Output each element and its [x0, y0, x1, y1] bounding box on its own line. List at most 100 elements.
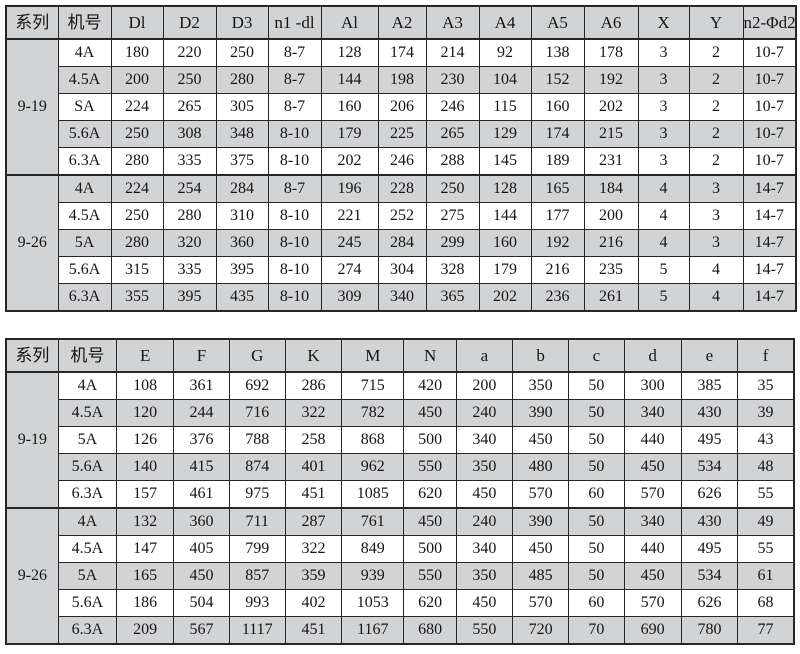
value-cell: 5: [637, 283, 690, 312]
value-cell: 49: [737, 507, 795, 536]
value-cell: 550: [403, 562, 457, 590]
value-cell: 570: [623, 589, 682, 617]
value-cell: 350: [455, 453, 513, 481]
value-cell: 50: [568, 562, 625, 590]
value-cell: 39: [737, 399, 795, 427]
value-cell: 192: [530, 229, 585, 257]
value-cell: 328: [425, 256, 480, 284]
value-cell: 720: [511, 616, 570, 645]
value-cell: 145: [478, 147, 532, 176]
value-cell: 192: [583, 66, 639, 94]
value-cell: 692: [228, 371, 286, 400]
value-cell: 189: [530, 147, 585, 176]
value-cell: 220: [162, 38, 217, 67]
machine-number-cell: 5.6A: [57, 120, 112, 148]
value-cell: 420: [403, 371, 457, 400]
value-cell: 147: [116, 535, 175, 563]
value-cell: 138: [530, 38, 585, 67]
table-row: 5.6A 250 308 348 8-10 179 225 265 129 174 215 3 2 10-…: [6, 120, 797, 148]
table-row: 5A 165 450 857 359 939 550 350 485 50 450 534 61: [6, 562, 795, 590]
value-cell: 435: [215, 283, 269, 312]
value-cell: 761: [341, 507, 405, 536]
value-cell: 450: [455, 480, 513, 509]
machine-number-cell: 5.6A: [57, 256, 112, 284]
series-cell: 9-26: [5, 174, 59, 312]
value-cell: 975: [228, 480, 286, 509]
value-cell: 240: [455, 399, 513, 427]
value-cell: 868: [341, 426, 405, 454]
value-cell: 214: [425, 38, 480, 67]
machine-number-cell: 4.5A: [57, 399, 118, 427]
value-cell: 993: [228, 589, 286, 617]
value-cell: 395: [215, 256, 269, 284]
value-cell: 680: [403, 616, 457, 645]
value-cell: 235: [583, 256, 639, 284]
value-cell: 50: [568, 507, 625, 536]
value-cell: 322: [284, 535, 343, 563]
value-cell: 8-7: [267, 66, 322, 94]
table-row: 6.3A 157 461 975 451 1085 620 450 570 60 570 626 55: [6, 480, 795, 509]
table-row: 4.5A 120 244 716 322 782 450 240 390 50 340 430 39: [6, 399, 795, 427]
value-cell: 284: [215, 174, 269, 203]
value-cell: 50: [568, 535, 625, 563]
value-cell: 340: [455, 426, 513, 454]
machine-number-cell: 4.5A: [57, 202, 112, 230]
value-cell: 178: [583, 38, 639, 67]
table-row: 5.6A 140 415 874 401 962 550 350 480 50 450 534 48: [6, 453, 795, 481]
column-header: A4: [478, 5, 532, 40]
value-cell: 335: [162, 147, 217, 176]
value-cell: 261: [583, 283, 639, 312]
value-cell: 3: [637, 66, 690, 94]
column-header: E: [116, 338, 175, 373]
value-cell: 308: [162, 120, 217, 148]
value-cell: 626: [680, 589, 739, 617]
value-cell: 61: [737, 562, 795, 590]
column-header: 机号: [57, 5, 112, 40]
value-cell: 231: [583, 147, 639, 176]
value-cell: 245: [320, 229, 379, 257]
value-cell: 3: [637, 120, 690, 148]
value-cell: 180: [110, 38, 164, 67]
value-cell: 280: [215, 66, 269, 94]
machine-number-cell: 4.5A: [57, 535, 118, 563]
value-cell: 132: [116, 507, 175, 536]
value-cell: 14-7: [742, 256, 797, 284]
value-cell: 415: [173, 453, 230, 481]
value-cell: 179: [320, 120, 379, 148]
value-cell: 799: [228, 535, 286, 563]
value-cell: 350: [455, 562, 513, 590]
value-cell: 450: [403, 399, 457, 427]
value-cell: 209: [116, 616, 175, 645]
column-header: c: [568, 338, 625, 373]
value-cell: 254: [162, 174, 217, 203]
value-cell: 3: [637, 93, 690, 121]
column-header: d: [623, 338, 682, 373]
column-header: b: [511, 338, 570, 373]
table-row: 9-26 4A 224 254 284 8-7 196 228 250 128 165 184 4 3 14…: [5, 174, 797, 312]
value-cell: 126: [116, 426, 175, 454]
value-cell: 4: [637, 202, 690, 230]
value-cell: 246: [425, 93, 480, 121]
value-cell: 70: [568, 616, 625, 645]
value-cell: 225: [377, 120, 427, 148]
table-row: 9-26 4A 132 360 711 287 761 450 240 390 50 340 430 49: [5, 507, 795, 645]
value-cell: 50: [568, 399, 625, 427]
value-cell: 10-7: [742, 120, 797, 148]
value-cell: 8-7: [267, 38, 322, 67]
value-cell: 275: [425, 202, 480, 230]
value-cell: 55: [737, 480, 795, 509]
value-cell: 14-7: [742, 283, 797, 312]
value-cell: 570: [511, 589, 570, 617]
value-cell: 288: [425, 147, 480, 176]
value-cell: 215: [583, 120, 639, 148]
value-cell: 788: [228, 426, 286, 454]
value-cell: 228: [377, 174, 427, 203]
value-cell: 440: [623, 535, 682, 563]
machine-number-cell: 4A: [57, 507, 118, 536]
value-cell: 43: [737, 426, 795, 454]
value-cell: 184: [583, 174, 639, 203]
value-cell: 340: [623, 507, 682, 536]
column-header: K: [284, 338, 343, 373]
value-cell: 250: [110, 120, 164, 148]
value-cell: 716: [228, 399, 286, 427]
